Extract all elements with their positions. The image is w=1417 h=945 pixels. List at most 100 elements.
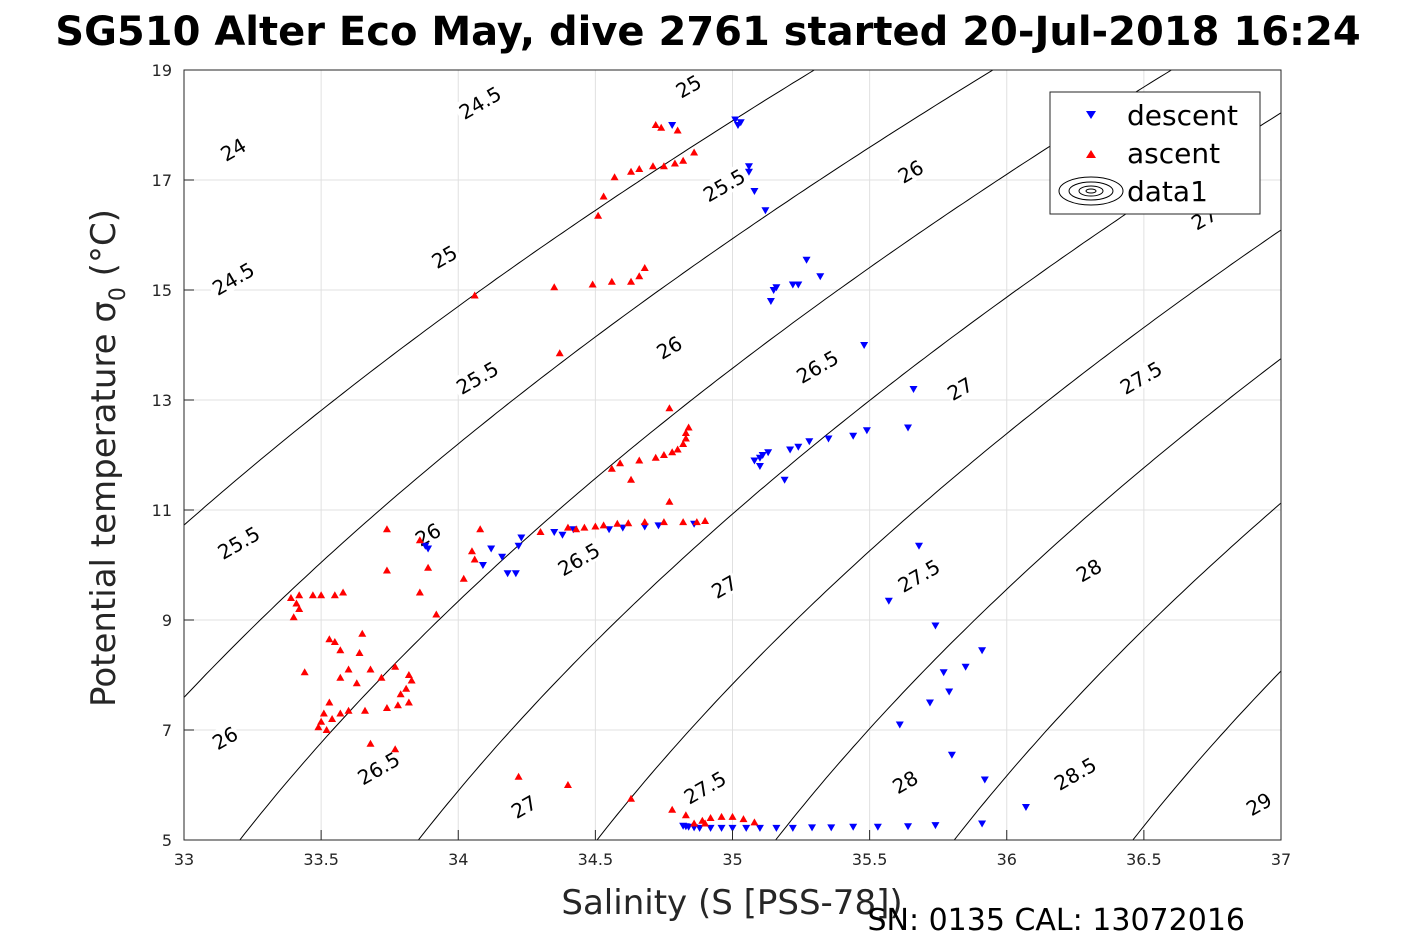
contour-label-bg (452, 80, 507, 125)
ascent-point (627, 794, 636, 802)
descent-point (750, 457, 759, 465)
ascent-point (635, 165, 644, 172)
contour-label-bg (887, 764, 923, 798)
ascent-point (319, 709, 328, 717)
legend-data1-label: data1 (1127, 175, 1208, 208)
contour-label-bg (207, 720, 243, 754)
ascent-point (555, 349, 564, 357)
ascent-point (627, 277, 636, 285)
descent-point (769, 287, 778, 294)
descent-point (640, 523, 649, 531)
isopycnal-27.5 (1132, 670, 1281, 840)
contour-label-bg (205, 256, 261, 301)
chart-title: SG510 Alter Eco May, dive 2761 started 2… (55, 9, 1360, 55)
ascent-point (651, 453, 660, 461)
contour-label-bg (670, 69, 706, 103)
y-axis-label-subscript: 0 (106, 287, 131, 301)
ascent-point (328, 715, 337, 722)
contour-label-bg (505, 789, 542, 823)
ascent-point (627, 475, 636, 483)
x-tick-label: 35.5 (852, 850, 888, 869)
ascent-point (344, 665, 353, 673)
contour-label-bg (551, 536, 606, 581)
legend-box (1049, 91, 1261, 215)
descent-point (679, 822, 688, 830)
ascent-point (624, 519, 633, 527)
ascent-point (344, 706, 353, 714)
ascent-point (470, 555, 479, 563)
y-tick-label: 17 (152, 171, 172, 190)
legend: descent ascent data1 (1049, 91, 1261, 215)
ascent-point (322, 726, 331, 733)
legend-descent-label: descent (1127, 99, 1238, 132)
y-tick-label: 5 (162, 831, 172, 850)
ascent-point (366, 739, 375, 747)
descent-point (755, 824, 764, 832)
descent-point (788, 281, 797, 289)
descent-point (668, 122, 677, 129)
y-tick-label: 11 (152, 501, 172, 520)
ascent-point (635, 456, 644, 464)
ascent-point (572, 525, 581, 533)
ascent-point (382, 566, 391, 574)
descent-point (780, 476, 789, 484)
ascent-point (701, 517, 710, 524)
descent-point (498, 553, 507, 561)
ascent-point (286, 594, 295, 601)
y-axis-label-unit: (°C) (84, 209, 124, 287)
x-tick-label: 36 (997, 850, 1017, 869)
x-tick-label: 35 (722, 850, 742, 869)
descent-point (794, 443, 803, 451)
ascent-point (407, 676, 416, 684)
ascent-point (292, 599, 301, 607)
descent-point (731, 116, 740, 124)
ascent-point (684, 423, 693, 431)
ascent-point (635, 272, 644, 280)
legend-descent-marker (1086, 111, 1096, 119)
descent-point (728, 824, 737, 832)
ascent-point (377, 673, 386, 681)
serial-calibration-text: SN: 0135 CAL: 13072016 (867, 903, 1245, 938)
ascent-point (668, 448, 677, 456)
descent-point (517, 534, 526, 542)
descent-point (766, 298, 775, 305)
y-tick-label: 7 (162, 721, 172, 740)
ascent-point (668, 805, 677, 813)
isopycnal-24.5 (184, 70, 994, 698)
contour-label-bg (942, 371, 978, 405)
ascent-point (563, 523, 572, 531)
descent-point (706, 824, 715, 832)
descent-point (550, 529, 559, 536)
x-tick-label: 36.5 (1126, 850, 1162, 869)
descent-point (931, 822, 940, 830)
ascent-point (563, 781, 572, 788)
descent-point (511, 570, 520, 578)
ascent-point (295, 605, 304, 612)
ascent-point (651, 121, 660, 128)
descent-point (761, 207, 770, 215)
ascent-point (404, 698, 413, 706)
ascent-point (659, 518, 668, 526)
ascent-point (679, 440, 688, 447)
contour-label-bg (1070, 553, 1107, 587)
descent-point (558, 531, 567, 539)
descent-point (764, 449, 773, 457)
descent-point (744, 163, 753, 171)
ascent-point (692, 518, 701, 526)
ascent-point (366, 665, 375, 673)
descent-point (487, 545, 496, 553)
ascent-point (739, 815, 748, 823)
descent-point (978, 647, 987, 655)
descent-point (755, 454, 764, 462)
contour-label-bg (449, 355, 505, 400)
ascent-point (670, 159, 679, 167)
descent-point (947, 751, 956, 759)
x-tick-label: 34.5 (578, 850, 614, 869)
ascent-point (336, 709, 345, 717)
ascent-point (681, 434, 690, 442)
contour-label-bg (696, 162, 751, 207)
ascent-point (681, 429, 690, 436)
descent-point (805, 438, 814, 446)
ascent-point (424, 563, 433, 571)
contour-label-bg (891, 553, 946, 598)
